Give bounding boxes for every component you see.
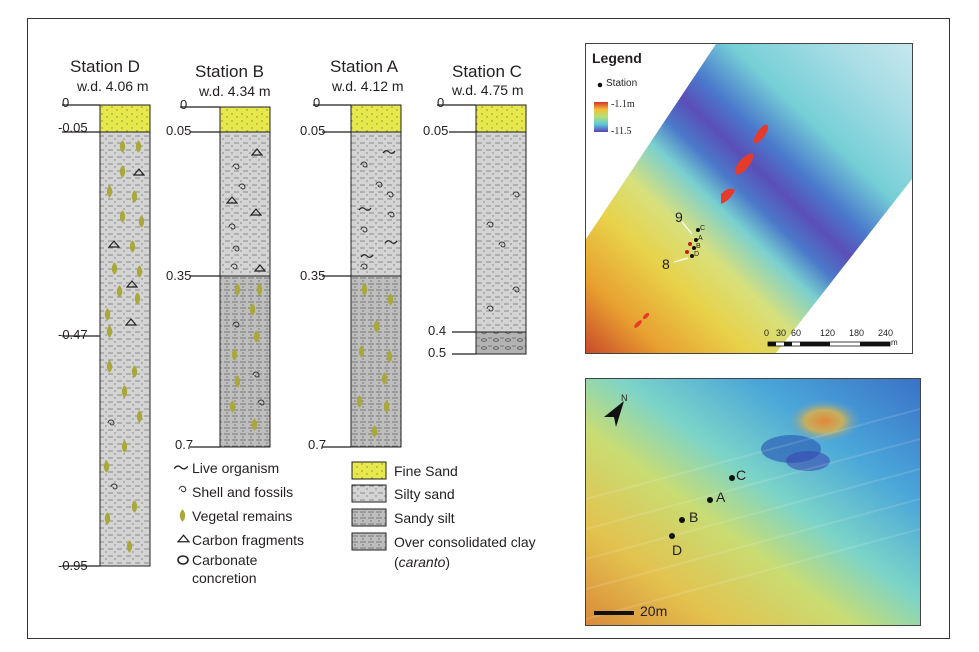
column-station-d: [99, 104, 151, 567]
c-depth-1: 0.05: [423, 123, 449, 138]
map1-station-c: C: [700, 225, 706, 232]
detail-scale: 20m: [640, 603, 668, 619]
scalebar-240: 240: [878, 328, 894, 338]
detail-map-image: [586, 379, 920, 625]
c-depth-3: 0.5: [428, 345, 447, 360]
d-depth-2: -0.47: [58, 327, 88, 342]
stratigraphic-columns: [62, 104, 527, 567]
b-depth-2: 0.35: [166, 268, 192, 283]
b-depth-1: 0.05: [166, 123, 192, 138]
lithology-legend-boxes: [351, 461, 387, 551]
map1-station-b: B: [696, 243, 701, 250]
d-depth-1: -0.05: [58, 120, 88, 135]
map-legend-station: Station: [606, 78, 638, 89]
scalebar-30: 30: [776, 328, 787, 338]
station-c-depth: w.d. 4.75 m: [452, 82, 524, 98]
legend-sandy-silt: Sandy silt: [394, 510, 455, 526]
legend-live-organism: Live organism: [192, 460, 280, 476]
map-legend-max: -1.1m: [611, 99, 635, 110]
legend-carbon-fragments: Carbon fragments: [192, 532, 305, 548]
legend-carbonate: Carbonate: [192, 552, 258, 568]
map-legend-min: -11.5: [611, 126, 632, 137]
c-depth-0: 0: [437, 95, 445, 110]
scalebar-unit: m: [891, 338, 898, 347]
column-station-a: [350, 104, 402, 448]
a-depth-1: 0.05: [300, 123, 326, 138]
station-b-title: Station B: [195, 62, 264, 81]
map1-station-d: D: [694, 251, 700, 258]
symbol-legend-icons: [173, 465, 190, 565]
station-a-title: Station A: [330, 57, 399, 76]
legend-silty-sand: Silty sand: [394, 486, 455, 502]
map-legend-title: Legend: [592, 50, 642, 66]
bathymetry-map: Legend Station -1.1m -11.5 9 8 C A B D 0…: [585, 43, 913, 354]
scalebar-0: 0: [764, 328, 770, 338]
north-label: N: [621, 393, 628, 403]
station-b-depth: w.d. 4.34 m: [199, 83, 271, 99]
map2-station-d: D: [672, 542, 683, 558]
station-d-title: Station D: [70, 57, 140, 76]
map2-station-c: C: [736, 467, 747, 483]
legend-shell-fossils: Shell and fossils: [192, 484, 294, 500]
detail-map: N C A B D 20m: [585, 378, 921, 626]
station-d-depth: w.d. 4.06 m: [77, 78, 149, 94]
a-depth-2: 0.35: [300, 268, 326, 283]
c-depth-2: 0.4: [428, 323, 447, 338]
map2-station-a: A: [716, 489, 726, 505]
station-a-depth: w.d. 4.12 m: [332, 78, 404, 94]
legend-clay: Over consolidated clay: [394, 534, 536, 550]
map1-station-a: A: [698, 235, 703, 242]
legend-fine-sand: Fine Sand: [394, 463, 458, 479]
legend-vegetal-remains: Vegetal remains: [192, 508, 293, 524]
scalebar-120: 120: [820, 328, 836, 338]
legend-caranto: (caranto): [394, 554, 451, 570]
column-station-b: [219, 106, 271, 448]
b-depth-0: 0: [180, 97, 188, 112]
d-depth-0: 0: [62, 95, 70, 110]
marker-8: 8: [662, 256, 670, 272]
scalebar-60: 60: [791, 328, 802, 338]
scalebar-180: 180: [849, 328, 865, 338]
station-c-title: Station C: [452, 62, 522, 81]
a-depth-3: 0.7: [308, 437, 327, 452]
bathymetry-map-image: [586, 44, 912, 353]
column-station-c: [475, 104, 527, 355]
marker-9: 9: [675, 209, 683, 225]
b-depth-3: 0.7: [175, 437, 194, 452]
map2-station-b: B: [689, 509, 699, 525]
legend-concretion: concretion: [192, 570, 257, 586]
north-arrow-icon: [604, 401, 624, 427]
a-depth-0: 0: [313, 95, 321, 110]
